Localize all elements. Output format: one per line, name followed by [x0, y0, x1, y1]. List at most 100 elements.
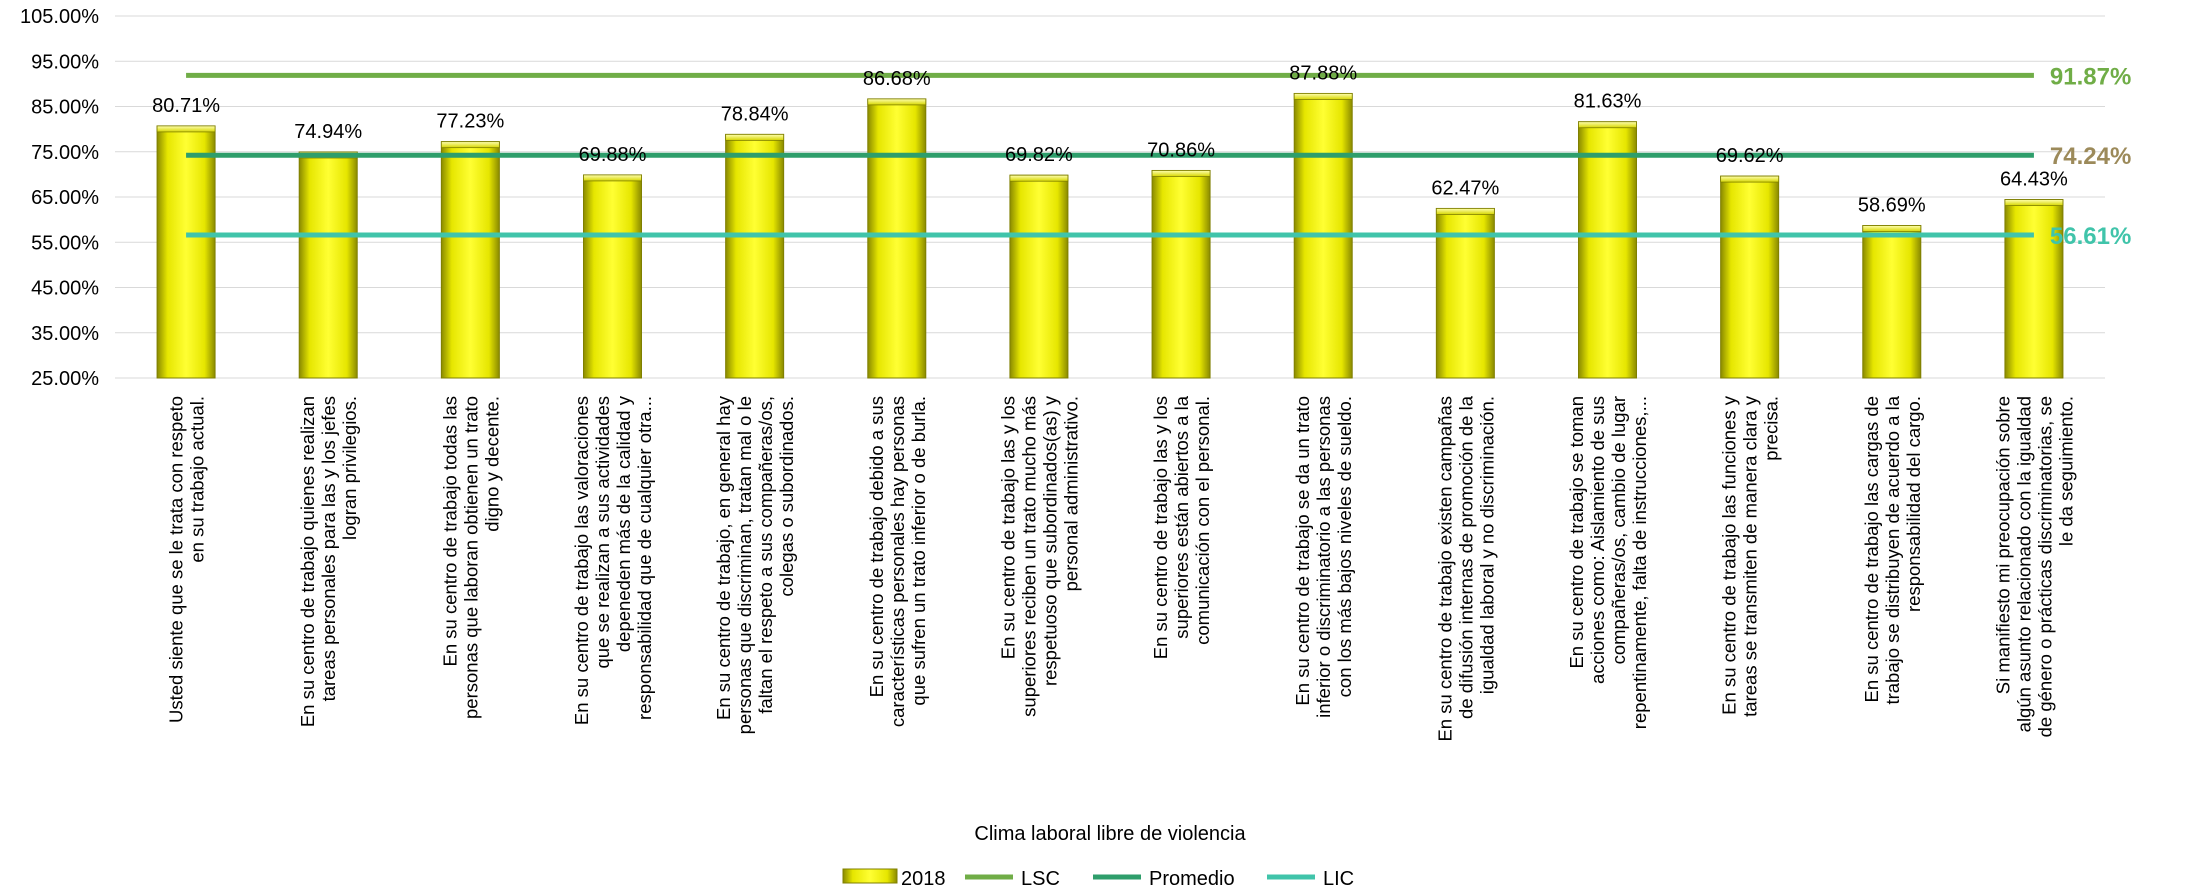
category-label-line: personas que discriminan, tratan mal o l… — [734, 396, 755, 734]
bar-body — [1720, 175, 1780, 379]
category-label-line: En su centro de trabajo las cargas de — [1861, 396, 1882, 702]
bar — [583, 174, 642, 379]
data-label: 69.62% — [1716, 145, 1784, 167]
bar-cap — [1435, 208, 1495, 215]
bar-body — [156, 125, 216, 379]
category-label-line: En su centro de trabajo todas las — [439, 396, 460, 666]
category-label: En su centro de trabajo las y los superio… — [997, 395, 1081, 717]
category-label-line: personas que laboran obtienen un trato — [460, 396, 481, 719]
category-label-line: características personales hay personas — [887, 396, 908, 727]
category-label-line: Usted siente que se le trata con respeto — [166, 396, 187, 723]
category-label: En su centro de trabajo se da un trato in… — [1292, 396, 1355, 718]
bar-cap — [583, 174, 642, 182]
category-label-line: En su centro de trabajo las valoraciones — [571, 396, 592, 725]
category-label: En su centro de trabajo las cargas de tra… — [1861, 395, 1924, 704]
category-label-line: En su centro de trabajo se da un trato — [1292, 396, 1313, 706]
category-label-line: En su centro de trabajo las y los — [997, 396, 1018, 659]
category-label-line: respetuoso que subordinados(as) y — [1039, 395, 1060, 686]
bar-cap — [1862, 225, 1922, 232]
legend-swatch — [842, 868, 898, 884]
bar-body — [1009, 174, 1069, 379]
category-label-line: le da seguimiento. — [2055, 396, 2076, 546]
category-label: En su centro de trabajo quienes realizan… — [297, 396, 360, 727]
data-label: 80.71% — [152, 95, 220, 117]
bar-cap — [2004, 199, 2064, 206]
data-labels: 80.71% 74.94% 77.23% 69.88% 78.84% 86.68% 69.8… — [152, 62, 2068, 216]
bar — [1009, 174, 1069, 379]
category-label: En su centro de trabajo todas las persona… — [439, 396, 502, 719]
bar-cap — [1293, 93, 1353, 100]
bar-body — [725, 133, 785, 379]
legend-label: Promedio — [1149, 868, 1235, 890]
bar — [298, 151, 358, 379]
y-tick-label: 75.00% — [31, 142, 99, 164]
bar — [867, 98, 927, 379]
legend-label: LIC — [1323, 868, 1354, 890]
category-label-line: repentinamente, falta de instrucciones,.… — [1629, 396, 1650, 729]
reference-line-label: 91.87% — [2050, 63, 2131, 90]
x-axis-title: Clima laboral libre de violencia — [974, 823, 1246, 845]
bar-cap — [156, 125, 216, 133]
category-label-line: logran privilegios. — [339, 396, 360, 540]
y-axis: 25.00% 35.00% 45.00% 55.00% 65.00% 75.00% 85.0… — [20, 6, 99, 390]
category-label-line: En su centro de trabajo debido a sus — [866, 396, 887, 697]
bar — [1720, 175, 1780, 379]
category-label-line: depeneden más de la calidad y — [613, 395, 634, 652]
category-label-line: En su centro de trabajo, en general hay — [713, 395, 734, 720]
data-label: 77.23% — [436, 111, 504, 133]
category-label-line: superiores están abiertos a la — [1171, 395, 1192, 638]
bar — [725, 133, 785, 379]
category-label: En su centro de trabajo se toman acciones… — [1566, 396, 1650, 729]
y-tick-label: 95.00% — [31, 51, 99, 73]
data-label: 78.84% — [721, 103, 789, 125]
category-label-line: tareas personales para las y los jefes — [318, 396, 339, 701]
reference-lines — [186, 72, 2034, 238]
bar — [1578, 121, 1637, 379]
data-label: 58.69% — [1858, 195, 1926, 217]
category-label-line: inferior o discriminatorio a las persona… — [1313, 396, 1334, 718]
y-tick-label: 25.00% — [31, 368, 99, 390]
data-label: 81.63% — [1574, 91, 1642, 113]
bar-body — [583, 174, 642, 379]
bar-body — [867, 98, 927, 379]
data-label: 62.47% — [1431, 177, 1499, 199]
category-label-line: precisa. — [1761, 396, 1782, 461]
y-tick-label: 35.00% — [31, 323, 99, 345]
category-label-line: de género o prácticas discriminatorias, … — [2034, 396, 2055, 737]
bar-body — [1862, 225, 1922, 379]
bar-body — [1151, 169, 1211, 379]
category-label-line: con los más bajos niveles de sueldo. — [1334, 396, 1355, 697]
category-label: En su centro de trabajo las valoraciones… — [571, 395, 655, 725]
category-label: Si manifiesto mi preocupación sobre algún… — [1992, 396, 2076, 737]
category-label-line: responsabilidad del cargo. — [1903, 396, 1924, 612]
category-label: En su centro de trabajo las y los superio… — [1150, 395, 1213, 659]
bar — [1862, 225, 1922, 379]
category-label-line: colegas o subordinados. — [776, 396, 797, 597]
y-tick-label: 55.00% — [31, 232, 99, 254]
category-label-line: acciones como: Aislamiento de sus — [1587, 396, 1608, 684]
legend-label: 2018 — [901, 868, 946, 890]
bar-body — [298, 151, 358, 379]
reference-line-labels: 91.87% 74.24% 56.61% — [2050, 63, 2131, 250]
bar-body — [2004, 199, 2064, 379]
data-label: 69.88% — [579, 144, 647, 166]
bar — [440, 141, 500, 379]
category-label-line: de difusión internas de promoción de la — [1455, 395, 1476, 719]
category-label-line: igualdad laboral y no discriminación. — [1476, 396, 1497, 694]
category-label: En su centro de trabajo existen campañas… — [1434, 395, 1497, 741]
bar-cap — [440, 141, 500, 149]
category-label-line: que sufren un trato inferior o de burla. — [908, 396, 929, 706]
y-tick-label: 105.00% — [20, 6, 99, 28]
category-label-line: En su centro de trabajo se toman — [1566, 396, 1587, 669]
bar — [156, 125, 216, 379]
category-label-line: trabajo se distribuyen de acuerdo a la — [1882, 395, 1903, 704]
legend: 2018 LSC Promedio LIC — [842, 868, 1354, 890]
data-label: 69.82% — [1005, 144, 1073, 166]
bar-cap — [725, 133, 785, 141]
bar-cap — [1578, 121, 1637, 129]
data-label: 86.68% — [863, 68, 931, 90]
gridlines — [115, 15, 2105, 379]
bar-cap — [1720, 175, 1780, 183]
